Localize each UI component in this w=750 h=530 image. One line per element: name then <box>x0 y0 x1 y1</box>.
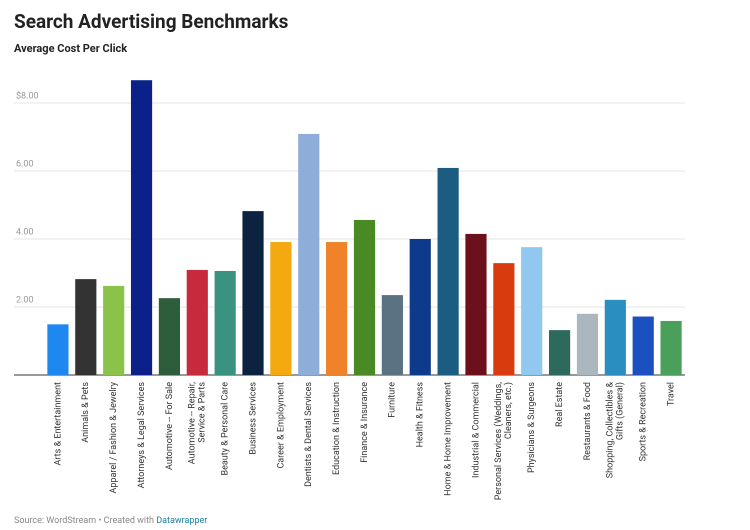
bar <box>660 320 682 375</box>
y-tick-label: 2.00 <box>16 295 34 305</box>
label-line: Service & Parts <box>198 382 208 443</box>
x-tick-label: Dentists & Dental Services <box>304 382 314 487</box>
bar <box>409 239 431 375</box>
bar <box>604 299 626 375</box>
bar <box>75 279 97 375</box>
bar <box>103 285 125 375</box>
bar <box>548 330 571 375</box>
chart-title: Search Advertising Benchmarks <box>14 10 289 33</box>
x-tick-label: Furniture <box>388 382 398 418</box>
bar <box>186 269 208 375</box>
source-text: Source: WordStream • Created with <box>14 516 154 526</box>
label-line: Gifts (General) <box>615 382 626 440</box>
x-tick-label: Automotive -- For Sale <box>165 382 175 470</box>
label-line: Shopping, Collectibles & <box>606 382 616 479</box>
x-tick-label: Physicians & Surgeons <box>527 382 537 473</box>
x-tick-label: Finance & Insurance <box>360 382 370 463</box>
x-tick-label: Sports & Recreation <box>639 382 649 461</box>
x-tick-label: Apparel / Fashion & Jewelry <box>109 381 119 493</box>
y-tick-label: 6.00 <box>16 159 34 169</box>
x-tick-label: Arts & Entertainment <box>53 382 63 465</box>
y-tick-label: $8.00 <box>16 90 39 101</box>
x-tick-label: Travel <box>666 382 676 406</box>
bar <box>158 298 181 375</box>
y-tick-label: 4.00 <box>16 227 34 237</box>
bar <box>214 270 236 375</box>
bar <box>130 80 153 375</box>
bar <box>326 242 348 375</box>
x-tick-label: Real Estate <box>555 382 565 427</box>
x-tick-label: Shopping, Collectibles &Gifts (General) <box>606 382 626 479</box>
x-tick-label: Education & Instruction <box>332 382 342 475</box>
label-line: Personal Services (Weddings, <box>493 382 504 500</box>
bar <box>298 133 320 375</box>
source: Source: WordStream • Created with Datawr… <box>14 516 207 526</box>
x-tick-label: Industrial & Commercial <box>471 382 481 478</box>
label-line: Cleaners, etc.) <box>504 382 515 439</box>
x-tick-label: Beauty & Personal Care <box>221 382 231 476</box>
x-tick-label: Automotive -- Repair,Service & Parts <box>188 382 208 465</box>
x-tick-label: Restaurants & Food <box>583 382 593 460</box>
credit-link[interactable]: Datawrapper <box>156 516 207 526</box>
x-tick-label: Attorneys & Legal Services <box>137 382 147 489</box>
label-line: Automotive -- Repair, <box>188 382 198 464</box>
bar <box>493 263 515 375</box>
bar <box>465 233 487 375</box>
bar <box>632 316 654 375</box>
chart-subtitle: Average Cost Per Click <box>14 42 127 55</box>
bar <box>437 167 459 375</box>
x-tick-label: Health & Fitness <box>416 382 426 448</box>
x-tick-label: Business Services <box>248 382 258 455</box>
bar <box>242 211 264 375</box>
bar <box>521 247 543 375</box>
x-tick-label: Career & Employment <box>276 382 286 469</box>
bar <box>576 313 599 375</box>
x-tick-label: Animals & Pets <box>81 382 91 443</box>
bar <box>353 219 376 375</box>
x-tick-label: Home & Home Improvement <box>443 382 453 496</box>
bar <box>47 324 69 375</box>
bar <box>270 242 292 375</box>
bar <box>381 295 403 375</box>
x-tick-label: Personal Services (Weddings,Cleaners, et… <box>493 382 514 500</box>
